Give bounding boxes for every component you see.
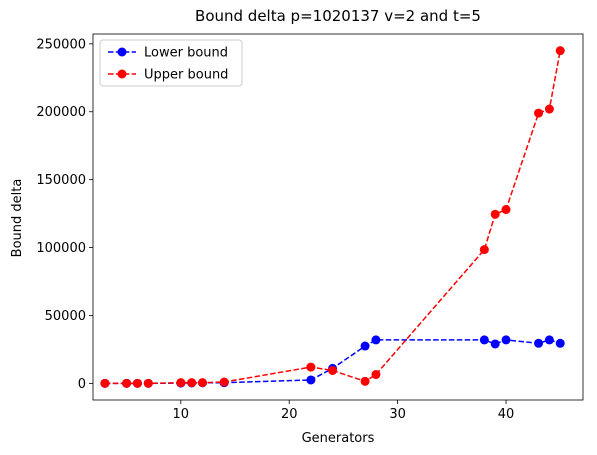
data-point-upper-bound bbox=[480, 245, 489, 254]
data-point-upper-bound bbox=[198, 378, 207, 387]
y-axis-label: Bound delta bbox=[10, 179, 25, 258]
data-point-upper-bound bbox=[144, 379, 153, 388]
data-point-upper-bound bbox=[491, 210, 500, 219]
data-point-upper-bound bbox=[100, 379, 109, 388]
legend: Lower bound Upper bound bbox=[100, 40, 242, 86]
data-point-upper-bound bbox=[133, 379, 142, 388]
x-tick-label: 20 bbox=[281, 407, 298, 422]
legend-marker-lower-bound bbox=[118, 48, 127, 57]
y-tick-label: 0 bbox=[78, 377, 86, 392]
data-point-lower-bound bbox=[534, 339, 543, 348]
x-tick-label: 30 bbox=[389, 407, 406, 422]
x-tick-label: 40 bbox=[498, 407, 515, 422]
data-point-upper-bound bbox=[176, 378, 185, 387]
data-point-upper-bound bbox=[122, 379, 131, 388]
legend-label-lower-bound: Lower bound bbox=[144, 46, 228, 61]
data-point-lower-bound bbox=[545, 335, 554, 344]
x-tick-label: 10 bbox=[173, 407, 190, 422]
y-tick-label: 200000 bbox=[36, 105, 86, 120]
data-point-upper-bound bbox=[545, 105, 554, 114]
data-point-lower-bound bbox=[502, 335, 511, 344]
data-point-lower-bound bbox=[556, 339, 565, 348]
data-point-upper-bound bbox=[328, 366, 337, 375]
data-point-lower-bound bbox=[480, 335, 489, 344]
y-tick-label: 50000 bbox=[45, 309, 86, 324]
data-point-upper-bound bbox=[502, 205, 511, 214]
data-point-upper-bound bbox=[306, 363, 315, 372]
x-axis-label: Generators bbox=[302, 431, 375, 446]
y-tick-label: 250000 bbox=[36, 37, 86, 52]
data-point-upper-bound bbox=[187, 378, 196, 387]
data-point-lower-bound bbox=[361, 342, 370, 351]
y-tick-label: 150000 bbox=[36, 173, 86, 188]
data-point-upper-bound bbox=[220, 378, 229, 387]
y-tick-label: 100000 bbox=[36, 241, 86, 256]
data-point-upper-bound bbox=[556, 46, 565, 55]
plot-frame bbox=[93, 34, 583, 400]
data-point-upper-bound bbox=[534, 109, 543, 118]
data-point-lower-bound bbox=[371, 335, 380, 344]
data-point-lower-bound bbox=[306, 375, 315, 384]
data-point-upper-bound bbox=[361, 377, 370, 386]
legend-marker-upper-bound bbox=[118, 70, 127, 79]
plot-area bbox=[100, 46, 564, 388]
legend-label-upper-bound: Upper bound bbox=[144, 68, 228, 83]
data-point-upper-bound bbox=[371, 370, 380, 379]
chart-title: Bound delta p=1020137 v=2 and t=5 bbox=[195, 7, 481, 25]
data-point-lower-bound bbox=[491, 339, 500, 348]
